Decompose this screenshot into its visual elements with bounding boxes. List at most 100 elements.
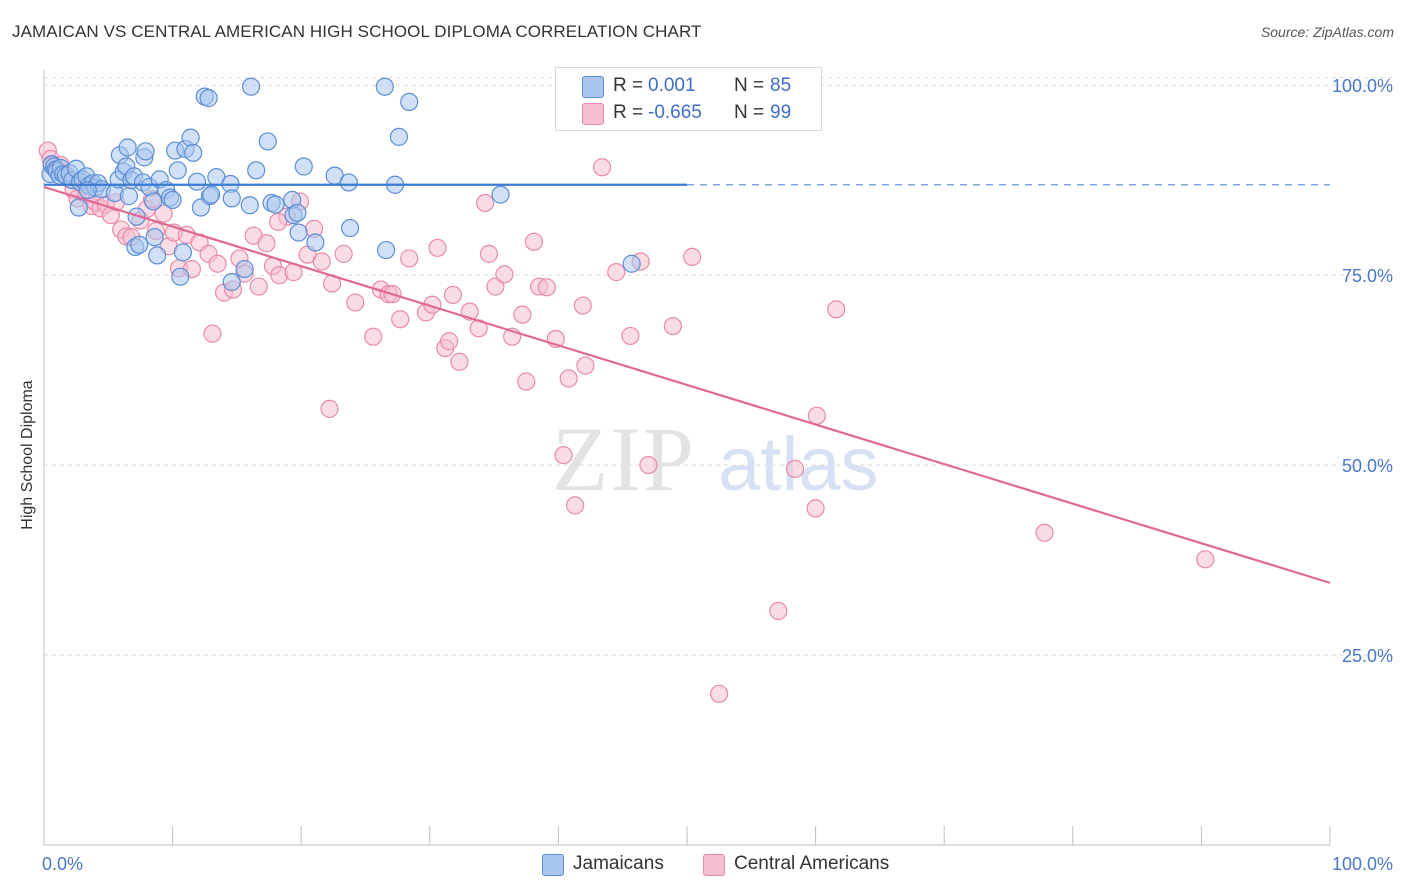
data-point bbox=[294, 157, 313, 176]
data-point bbox=[428, 238, 447, 257]
data-point bbox=[573, 296, 592, 315]
data-point bbox=[187, 172, 207, 191]
legend-r-label: R = bbox=[613, 102, 644, 123]
data-point bbox=[475, 193, 495, 213]
data-point bbox=[320, 399, 339, 418]
data-point bbox=[208, 254, 227, 273]
data-point bbox=[443, 285, 463, 305]
chart-title: JAMAICAN VS CENTRAL AMERICAN HIGH SCHOOL… bbox=[12, 22, 702, 41]
data-point bbox=[710, 684, 729, 703]
data-point bbox=[495, 265, 514, 284]
data-point bbox=[1035, 523, 1054, 542]
data-point bbox=[266, 195, 285, 214]
trend-line-central-americans bbox=[43, 185, 1331, 584]
data-point bbox=[554, 446, 573, 465]
data-point bbox=[785, 459, 805, 478]
data-point bbox=[364, 327, 383, 346]
y-tick-label: 100.0% bbox=[1332, 76, 1393, 96]
x-tick-label: 0.0% bbox=[42, 854, 83, 874]
data-point bbox=[593, 158, 612, 177]
data-point bbox=[1196, 550, 1215, 569]
data-point bbox=[257, 234, 276, 253]
data-point bbox=[807, 406, 826, 425]
data-point bbox=[184, 143, 203, 162]
legend-n-value: 99 bbox=[770, 102, 792, 123]
data-point bbox=[247, 161, 266, 180]
data-point bbox=[202, 185, 221, 204]
axis-layer bbox=[43, 70, 1331, 846]
data-point bbox=[450, 352, 469, 371]
data-point bbox=[130, 235, 149, 254]
data-point bbox=[769, 601, 788, 621]
watermark-zip: ZIP bbox=[552, 408, 696, 510]
trend-lines bbox=[43, 183, 1331, 584]
y-tick-label: 50.0% bbox=[1342, 456, 1393, 476]
data-point bbox=[118, 138, 137, 157]
data-point bbox=[334, 244, 353, 263]
legend-r-label: R = bbox=[613, 75, 644, 96]
data-point bbox=[537, 278, 556, 297]
data-point bbox=[663, 316, 682, 336]
data-point bbox=[389, 127, 409, 146]
data-point bbox=[306, 233, 325, 252]
data-point bbox=[576, 356, 595, 375]
data-point bbox=[312, 252, 331, 271]
data-point bbox=[181, 128, 200, 147]
data-point bbox=[607, 263, 626, 282]
data-point bbox=[400, 92, 419, 112]
data-point bbox=[119, 187, 138, 206]
data-point bbox=[400, 249, 419, 268]
data-point bbox=[168, 161, 187, 180]
legend-label-central-americans: Central Americans bbox=[734, 853, 890, 874]
legend-n-label: N = bbox=[734, 75, 765, 96]
data-point bbox=[171, 267, 190, 286]
legend-swatch-pink bbox=[582, 103, 604, 125]
data-point bbox=[827, 300, 846, 319]
data-point bbox=[524, 232, 544, 251]
legend-swatch-blue bbox=[542, 854, 564, 876]
data-point bbox=[173, 243, 192, 262]
data-point bbox=[258, 132, 277, 151]
x-tick-label: 100.0% bbox=[1332, 854, 1393, 874]
data-point bbox=[222, 189, 241, 208]
y-tick-label: 75.0% bbox=[1342, 266, 1393, 286]
data-point bbox=[268, 212, 288, 232]
data-point bbox=[199, 89, 218, 108]
data-point bbox=[391, 310, 410, 329]
data-point bbox=[340, 218, 360, 238]
data-point bbox=[621, 326, 640, 346]
data-point bbox=[222, 272, 241, 292]
data-point bbox=[639, 455, 658, 475]
data-point bbox=[566, 496, 585, 515]
legend-swatch-pink bbox=[703, 854, 725, 876]
data-point bbox=[203, 324, 222, 343]
data-point bbox=[513, 305, 532, 324]
data-point bbox=[491, 185, 510, 204]
legend-r-value: -0.665 bbox=[648, 102, 702, 123]
data-point bbox=[376, 240, 396, 260]
data-point bbox=[517, 372, 536, 391]
data-point bbox=[375, 77, 394, 96]
data-point bbox=[249, 277, 268, 296]
data-point bbox=[148, 246, 167, 265]
data-point bbox=[163, 190, 182, 210]
data-point bbox=[346, 293, 365, 312]
legend-r-value: 0.001 bbox=[648, 75, 696, 96]
grid-layer bbox=[44, 77, 1392, 656]
data-point bbox=[559, 369, 578, 388]
data-point bbox=[439, 332, 459, 351]
data-point bbox=[683, 247, 702, 267]
stats-legend: R = 0.001 N = 85 R = -0.665 N = 99 bbox=[555, 67, 822, 131]
source-label: Source: ZipAtlas.com bbox=[1260, 24, 1394, 40]
data-point bbox=[486, 277, 505, 296]
y-tick-label: 25.0% bbox=[1342, 646, 1393, 666]
data-point bbox=[154, 204, 173, 223]
data-point bbox=[289, 223, 308, 242]
data-point bbox=[806, 499, 825, 518]
legend-label-jamaicans: Jamaicans bbox=[573, 853, 664, 874]
data-point bbox=[240, 196, 259, 215]
data-point bbox=[339, 173, 358, 192]
data-point bbox=[235, 259, 254, 279]
data-point bbox=[622, 254, 641, 273]
data-point bbox=[288, 203, 307, 222]
